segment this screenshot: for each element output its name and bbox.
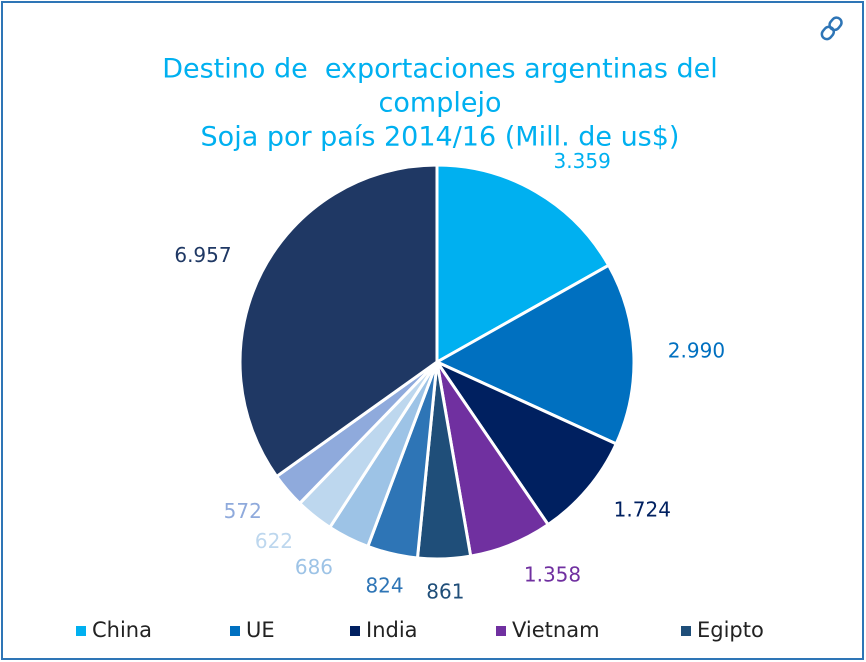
data-label: 861: [426, 579, 464, 603]
title-line: Destino de exportaciones argentinas del: [162, 54, 718, 85]
data-label: 1.724: [614, 497, 671, 521]
legend-label: India: [366, 618, 418, 642]
data-label: 686: [295, 555, 333, 579]
link-icon: [820, 16, 843, 41]
legend-label: Vietnam: [512, 618, 600, 642]
pie-slice: [435, 163, 611, 365]
legend-label: UE: [246, 618, 275, 642]
data-label: 572: [224, 499, 262, 523]
pie-slice: [238, 163, 439, 479]
data-label: 6.957: [174, 243, 231, 267]
legend-label: China: [92, 618, 152, 642]
legend-label: Egipto: [697, 618, 764, 642]
legend-marker: [76, 626, 86, 636]
title-line: complejo: [379, 88, 502, 119]
data-label: 1.358: [524, 563, 581, 587]
pie-slice: [433, 263, 636, 446]
legend-marker: [496, 626, 506, 636]
data-label: 824: [365, 573, 403, 597]
pie-slice: [432, 358, 619, 527]
legend-marker: [350, 626, 360, 636]
chart-title: Destino de exportaciones argentinas del …: [162, 54, 718, 153]
data-label: 3.359: [554, 149, 611, 173]
title-line: Soja por país 2014/16 (Mill. de us$): [201, 122, 680, 153]
legend-marker: [230, 626, 240, 636]
data-label: 2.990: [668, 339, 725, 363]
data-label: 622: [255, 529, 293, 553]
legend-marker: [681, 626, 691, 636]
